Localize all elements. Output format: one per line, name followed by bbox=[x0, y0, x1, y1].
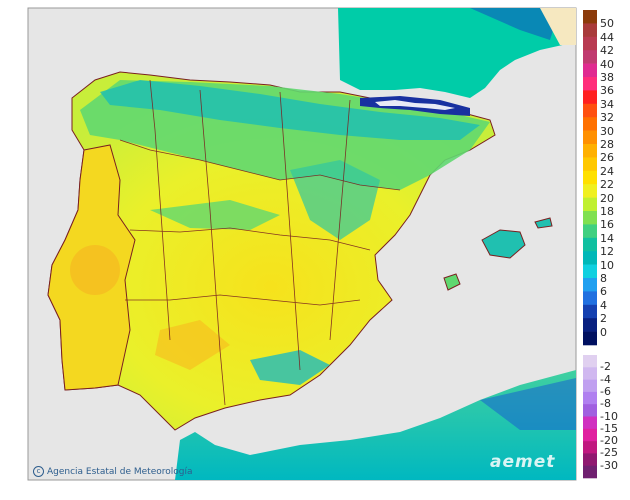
legend-label: 30 bbox=[600, 124, 614, 138]
legend-label: 10 bbox=[600, 258, 614, 272]
legend-swatch bbox=[583, 391, 597, 405]
legend-label: 12 bbox=[600, 245, 614, 259]
credit-line: c Agencia Estatal de Meteorología bbox=[33, 466, 193, 477]
legend-label: -25 bbox=[600, 446, 618, 460]
legend-swatch bbox=[583, 441, 597, 454]
legend-swatch bbox=[583, 331, 597, 346]
legend-swatch bbox=[583, 251, 597, 265]
legend-swatch bbox=[583, 103, 597, 118]
legend-swatch bbox=[583, 117, 597, 131]
legend-label: 22 bbox=[600, 178, 614, 192]
central-system-cool bbox=[150, 200, 280, 230]
legend-swatch bbox=[583, 63, 597, 78]
legend-label: -15 bbox=[600, 421, 618, 435]
legend-swatch bbox=[583, 428, 597, 442]
portugal-hot-spot bbox=[70, 245, 120, 295]
legend-swatch bbox=[583, 184, 597, 198]
legend-swatch bbox=[583, 355, 597, 368]
africa-region bbox=[175, 370, 576, 480]
province-borders bbox=[119, 79, 401, 406]
legend-label: -20 bbox=[600, 434, 618, 448]
legend-swatch bbox=[583, 453, 597, 466]
atlas-cold-region bbox=[480, 378, 576, 430]
legend-swatch bbox=[583, 367, 597, 380]
legend-swatch bbox=[583, 278, 597, 292]
legend-label: 36 bbox=[600, 84, 614, 98]
legend-swatch bbox=[583, 318, 597, 332]
legend-swatch bbox=[583, 404, 597, 417]
legend-label: 0 bbox=[600, 325, 607, 339]
legend-swatch bbox=[583, 465, 597, 479]
legend-label: -10 bbox=[600, 409, 618, 423]
legend-label: 6 bbox=[600, 285, 607, 299]
menorca-island bbox=[534, 217, 553, 229]
legend-swatch bbox=[583, 224, 597, 239]
legend-label: 42 bbox=[600, 44, 614, 58]
legend-swatch bbox=[583, 90, 597, 105]
ibiza-island bbox=[443, 273, 461, 291]
legend-swatch bbox=[583, 10, 597, 24]
brand-text: aemet bbox=[490, 452, 556, 472]
legend-label: 14 bbox=[600, 231, 614, 245]
legend-swatch bbox=[583, 237, 597, 252]
legend-swatch bbox=[583, 304, 597, 319]
legend-swatch bbox=[583, 23, 597, 38]
legend-negative bbox=[583, 355, 597, 479]
copyright-icon: c bbox=[33, 466, 44, 477]
pyrenees-snow bbox=[375, 100, 455, 110]
legend-label: -4 bbox=[600, 372, 611, 386]
legend-label: 50 bbox=[600, 17, 614, 31]
legend-swatch bbox=[583, 291, 597, 306]
legend-label: 2 bbox=[600, 312, 607, 326]
legend-label: 34 bbox=[600, 97, 614, 111]
legend-swatch bbox=[583, 77, 597, 91]
legend-label: 32 bbox=[600, 111, 614, 125]
legend-label: 16 bbox=[600, 218, 614, 232]
legend-swatch bbox=[583, 197, 597, 212]
france-top-warm bbox=[540, 8, 576, 45]
legend-label: -30 bbox=[600, 458, 618, 472]
legend-swatch bbox=[583, 170, 597, 185]
legend-label: 24 bbox=[600, 164, 614, 178]
legend-label: 40 bbox=[600, 57, 614, 71]
legend-positive bbox=[583, 10, 597, 346]
legend-swatch bbox=[583, 211, 597, 225]
iberian-system-cool bbox=[290, 160, 380, 240]
legend-label: 44 bbox=[600, 30, 614, 44]
south-orange-patch bbox=[155, 320, 230, 370]
legend-label: 26 bbox=[600, 151, 614, 165]
legend-swatch bbox=[583, 130, 597, 145]
mallorca-island bbox=[481, 229, 526, 259]
credit-text: Agencia Estatal de Meteorología bbox=[47, 467, 193, 477]
legend-swatch bbox=[583, 416, 597, 430]
legend-label: -2 bbox=[600, 360, 611, 374]
legend-swatch bbox=[583, 36, 597, 51]
legend-label: 20 bbox=[600, 191, 614, 205]
legend-label: -6 bbox=[600, 384, 611, 398]
sierra-nevada-cool bbox=[250, 350, 330, 385]
legend-label: -8 bbox=[600, 397, 611, 411]
legend-swatch bbox=[583, 264, 597, 279]
legend-swatch bbox=[583, 144, 597, 158]
aemet-logo-icon: aemet bbox=[490, 452, 555, 472]
cantabrian-cool-band bbox=[100, 80, 480, 140]
legend-swatch bbox=[583, 50, 597, 64]
france-region bbox=[338, 8, 576, 98]
legend-label: 8 bbox=[600, 272, 607, 285]
legend-swatch bbox=[583, 379, 597, 393]
legend-label: 18 bbox=[600, 205, 614, 218]
legend-label: 38 bbox=[600, 71, 614, 84]
legend-label: 28 bbox=[600, 138, 614, 151]
legend-label: 4 bbox=[600, 298, 607, 312]
alps-cold-region bbox=[470, 8, 560, 40]
legend-swatch bbox=[583, 157, 597, 172]
